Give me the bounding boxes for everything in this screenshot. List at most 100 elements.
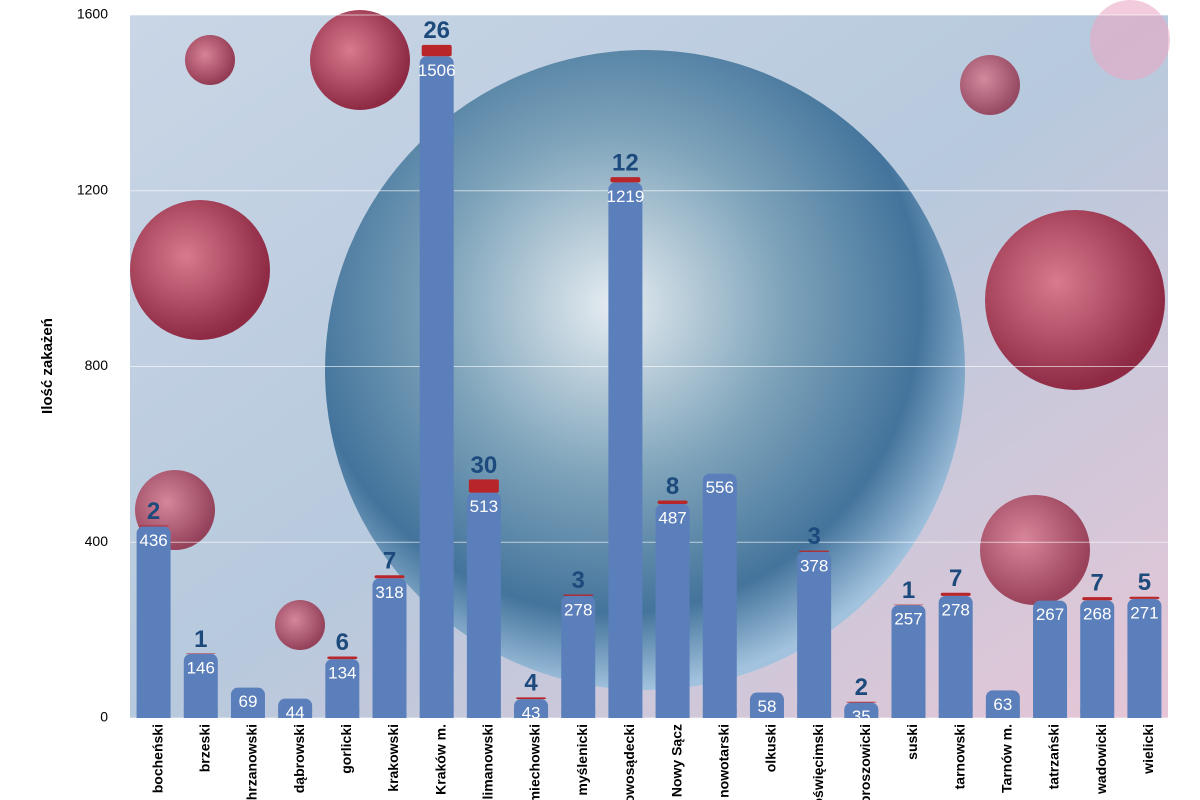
y-tick-label: 0: [100, 709, 108, 725]
data-label: 43: [522, 704, 541, 723]
bar-base: [891, 710, 926, 718]
x-tick-label: brzeski: [196, 724, 212, 772]
x-tick-label: suski: [904, 724, 920, 760]
data-label: 487: [658, 509, 686, 528]
bar: [1080, 600, 1115, 718]
x-tick-label: gorlicki: [338, 724, 354, 774]
bar-segment: [421, 44, 452, 57]
data-label: 1506: [418, 61, 456, 80]
y-tick-label: 1200: [77, 181, 108, 197]
data-label: 7: [1091, 570, 1104, 597]
data-label: 8: [666, 473, 679, 500]
data-label: 58: [757, 697, 776, 716]
x-tick-label: proszowicki: [857, 724, 873, 800]
x-tick-label: Nowy Sącz: [668, 724, 684, 797]
data-label: 513: [470, 497, 498, 516]
data-label: 436: [139, 531, 167, 550]
bar-base: [938, 710, 973, 718]
y-axis-label: Ilość zakażeń: [39, 318, 56, 414]
bar: [702, 473, 737, 718]
x-tick-label: Tarnów m.: [999, 724, 1015, 793]
bar-segment: [138, 525, 169, 527]
x-tick-label: dąbrowski: [291, 724, 307, 793]
data-label: 35: [852, 707, 871, 726]
bar-base: [372, 710, 407, 718]
data-label: 2: [855, 674, 868, 701]
data-label: 63: [993, 695, 1012, 714]
data-label: 271: [1130, 603, 1158, 622]
bar-base: [325, 710, 360, 718]
bar-base: [1080, 710, 1115, 718]
data-label: 5: [1138, 569, 1151, 596]
bar-base: [702, 710, 737, 718]
x-tick-label: limanowski: [480, 724, 496, 799]
bar-base: [514, 710, 549, 718]
bar-segment: [563, 594, 594, 596]
data-label: 3: [572, 567, 585, 594]
data-label: 278: [941, 600, 969, 619]
bar-base: [1033, 710, 1068, 718]
data-label: 26: [423, 17, 450, 44]
x-tick-label: tarnowski: [951, 724, 967, 789]
bar: [561, 595, 596, 718]
data-label: 1: [902, 577, 915, 604]
bar: [608, 182, 643, 719]
x-tick-label: chrzanowski: [244, 724, 260, 800]
y-tick-label: 400: [85, 533, 109, 549]
bar: [325, 659, 360, 718]
x-tick-label: krakowski: [385, 724, 401, 792]
x-tick-label: wadowicki: [1093, 724, 1109, 795]
data-label: 278: [564, 600, 592, 619]
bar-base: [749, 710, 784, 718]
bar: [938, 595, 973, 718]
x-tick-label: Kraków m.: [432, 724, 448, 795]
bar: [655, 504, 690, 718]
data-label: 318: [375, 583, 403, 602]
bar: [136, 526, 171, 718]
bar-segment: [799, 550, 830, 552]
x-tick-label: nowosądecki: [621, 724, 637, 800]
data-label: 44: [286, 703, 305, 722]
bar-segment: [657, 500, 688, 505]
bar: [891, 605, 926, 718]
bar-base: [1127, 710, 1162, 718]
bar: [797, 551, 832, 718]
bar-base: [985, 710, 1020, 718]
bar: [419, 56, 454, 718]
data-label: 69: [238, 692, 257, 711]
bar: [183, 653, 218, 718]
bar: [372, 578, 407, 718]
data-label: 6: [336, 629, 349, 656]
x-tick-label: miechowski: [527, 724, 543, 800]
bar-segment: [610, 177, 641, 183]
data-label: 378: [800, 556, 828, 575]
bar-base: [419, 710, 454, 718]
bar-base: [230, 710, 265, 718]
data-label: 4: [524, 670, 538, 697]
data-label: 268: [1083, 605, 1111, 624]
bar-segment: [468, 479, 499, 493]
data-label: 1219: [606, 187, 644, 206]
bar-base: [136, 710, 171, 718]
bar-base: [561, 710, 596, 718]
data-label: 146: [187, 658, 215, 677]
y-tick-label: 1600: [77, 6, 108, 22]
x-tick-label: wielicki: [1140, 724, 1156, 775]
bar-segment: [940, 592, 971, 596]
x-tick-label: myślenicki: [574, 724, 590, 796]
bar-segment: [374, 575, 405, 579]
x-tick-label: bocheński: [149, 724, 165, 793]
data-label: 134: [328, 664, 356, 683]
bar-segment: [516, 697, 547, 700]
background: [130, 0, 1170, 718]
data-label: 257: [894, 610, 922, 629]
bar-base: [466, 710, 501, 718]
bar: [1127, 598, 1162, 718]
bar-base: [797, 710, 832, 718]
data-label: 12: [612, 149, 639, 176]
data-label: 1: [194, 626, 207, 653]
bar-segment: [1129, 596, 1160, 599]
bar-base: [608, 710, 643, 718]
data-label: 2: [147, 498, 160, 525]
